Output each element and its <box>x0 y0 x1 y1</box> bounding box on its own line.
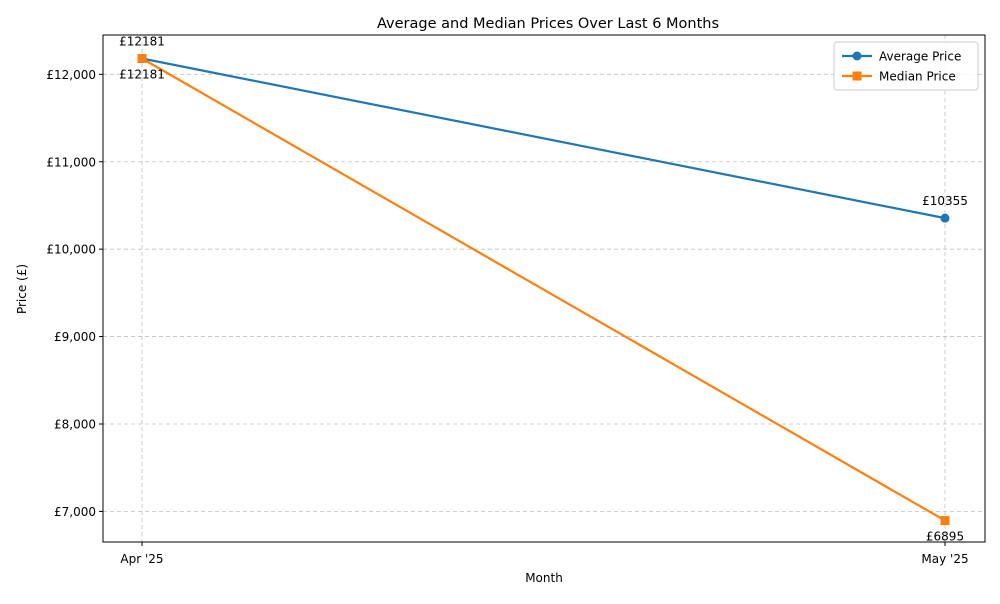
legend-label: Average Price <box>879 50 961 64</box>
data-label: £12181 <box>119 35 165 49</box>
y-tick-label: £10,000 <box>46 243 96 257</box>
data-label: £12181 <box>119 68 165 82</box>
plot-frame <box>102 34 986 543</box>
data-point-marker <box>137 54 147 64</box>
legend: Average Price Median Price <box>833 41 979 91</box>
legend-label: Median Price <box>879 70 956 84</box>
legend-swatch-marker <box>852 71 862 81</box>
x-tick-label: May '25 <box>921 552 968 566</box>
chart-title: Average and Median Prices Over Last 6 Mo… <box>377 16 719 32</box>
y-axis-label: Price (£) <box>15 264 29 314</box>
y-tick-label: £11,000 <box>46 155 96 169</box>
x-axis-label: Month <box>525 571 563 585</box>
data-point-marker <box>940 213 950 223</box>
y-tick-label: £12,000 <box>46 68 96 82</box>
legend-swatch-marker <box>852 51 862 61</box>
series-line-0 <box>141 57 946 220</box>
x-tick-label: Apr '25 <box>120 552 163 566</box>
legend-box <box>833 41 979 91</box>
grid <box>103 35 985 542</box>
data-labels: £12181 £10355 £12181 £6895 <box>119 35 968 544</box>
data-label: £6895 <box>926 530 964 544</box>
series-group <box>137 54 950 526</box>
y-tick-label: £8,000 <box>54 417 96 431</box>
data-label: £10355 <box>922 194 968 208</box>
y-tick-label: £9,000 <box>54 330 96 344</box>
series-line-1 <box>141 57 946 522</box>
axis-ticks: £7,000 £8,000 £9,000 £10,000 £11,000 £12,000 A… <box>46 68 968 566</box>
data-point-marker <box>940 516 950 526</box>
y-tick-label: £7,000 <box>54 505 96 519</box>
